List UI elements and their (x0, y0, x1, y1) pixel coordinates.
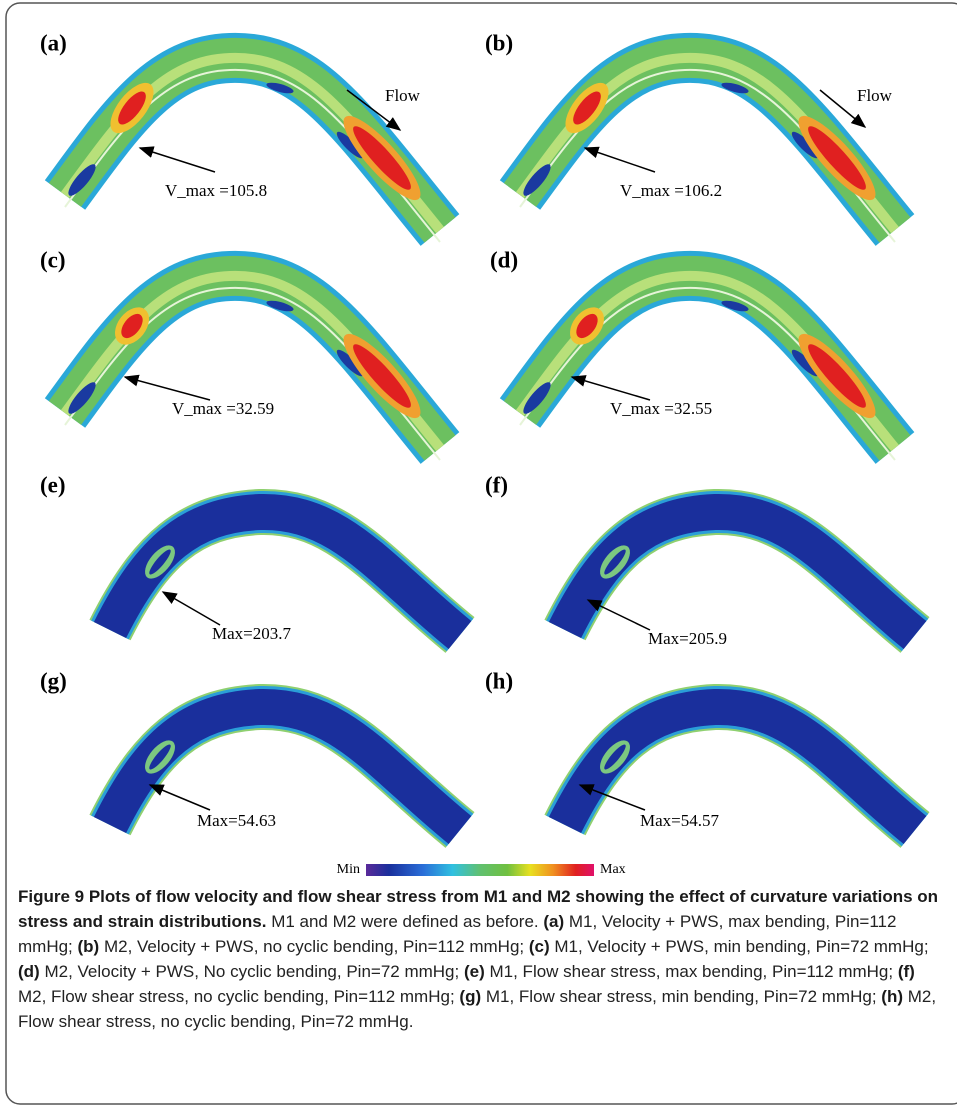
annotation: V_max =106.2 (620, 181, 722, 200)
caption-item-label: (g) (459, 987, 481, 1006)
caption-text: M1 and M2 were defined as before. (271, 912, 538, 931)
annotation-arrow (150, 785, 210, 810)
annotation: Max=54.63 (197, 811, 276, 830)
caption-item-text: M1, Flow shear stress, max bending, Pin=… (490, 962, 894, 981)
annotation-arrow (572, 377, 650, 400)
panel-label: (f) (485, 472, 508, 497)
panel: (d) V_max =32.55 (490, 247, 895, 460)
caption-item-text: M2, Velocity + PWS, No cyclic bending, P… (44, 962, 459, 981)
flow-label: Flow (385, 86, 421, 105)
annotation: V_max =32.55 (610, 399, 712, 418)
artery-plot (110, 707, 460, 830)
panel: (g) Max=54.63 (40, 668, 460, 830)
caption-item-label: (b) (78, 937, 100, 956)
annotation-arrow (585, 148, 655, 172)
artery-plot (520, 58, 895, 242)
artery-plot (65, 58, 440, 242)
caption-item-text: M2, Velocity + PWS, no cyclic bending, P… (104, 937, 524, 956)
panel-label: (g) (40, 668, 67, 693)
caption: Figure 9 Plots of flow velocity and flow… (18, 884, 943, 1034)
caption-item-label: (d) (18, 962, 40, 981)
annotation: V_max =32.59 (172, 399, 274, 418)
artery-plot (565, 707, 915, 830)
panel-label: (e) (40, 472, 66, 497)
panel-label: (a) (40, 30, 67, 55)
annotation: V_max =105.8 (165, 181, 267, 200)
panel: (b) V_max =106.2 Flow (485, 30, 895, 242)
caption-item-text: M2, Flow shear stress, no cyclic bending… (18, 987, 455, 1006)
panel-label: (d) (490, 247, 518, 272)
annotation-arrow (125, 377, 210, 400)
panel: (f) Max=205.9 (485, 472, 915, 648)
caption-item-label: (h) (881, 987, 903, 1006)
figure-page: Min Max (a) V_max =105.8 Flow (b) V_max =106… (0, 0, 957, 1109)
annotation-arrow (140, 148, 215, 172)
panel: (c) V_max =32.59 (40, 247, 440, 460)
caption-item-label: (c) (529, 937, 550, 956)
colorbar-max: Max (600, 862, 626, 877)
artery-plot (65, 276, 440, 460)
panel-label: (b) (485, 30, 513, 55)
caption-item-text: M1, Velocity + PWS, min bending, Pin=72 … (554, 937, 928, 956)
colorbar (366, 864, 594, 876)
annotation: Max=203.7 (212, 624, 291, 643)
flow-label: Flow (857, 86, 893, 105)
annotation-arrow (163, 592, 220, 625)
artery-plot (520, 276, 895, 460)
caption-item-label: (e) (464, 962, 485, 981)
caption-item-label: (f) (898, 962, 915, 981)
caption-item-text: M1, Flow shear stress, min bending, Pin=… (486, 987, 877, 1006)
annotation: Max=54.57 (640, 811, 719, 830)
panel: (e) Max=203.7 (40, 472, 460, 643)
caption-item-label: (a) (543, 912, 564, 931)
panel: (a) V_max =105.8 Flow (40, 30, 440, 242)
annotation: Max=205.9 (648, 629, 727, 648)
artery-plot (110, 512, 460, 635)
panel-label: (c) (40, 247, 66, 272)
colorbar-min: Min (337, 862, 360, 877)
artery-plot (565, 512, 915, 635)
panel-label: (h) (485, 668, 513, 693)
panel: (h) Max=54.57 (485, 668, 915, 830)
